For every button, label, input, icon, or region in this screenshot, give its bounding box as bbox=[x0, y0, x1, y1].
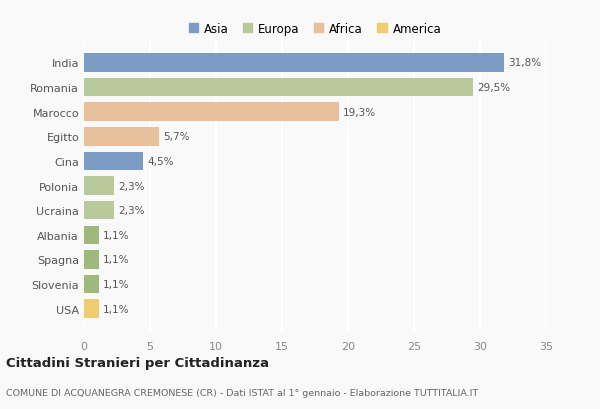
Bar bbox=[84, 177, 115, 196]
Text: 5,7%: 5,7% bbox=[163, 132, 190, 142]
Bar bbox=[84, 275, 98, 294]
Text: 1,1%: 1,1% bbox=[103, 255, 129, 265]
Text: COMUNE DI ACQUANEGRA CREMONESE (CR) - Dati ISTAT al 1° gennaio - Elaborazione TU: COMUNE DI ACQUANEGRA CREMONESE (CR) - Da… bbox=[6, 388, 478, 397]
Bar bbox=[84, 103, 339, 121]
Text: 1,1%: 1,1% bbox=[103, 230, 129, 240]
Text: 1,1%: 1,1% bbox=[103, 279, 129, 289]
Bar bbox=[84, 152, 143, 171]
Bar bbox=[84, 54, 504, 72]
Text: Cittadini Stranieri per Cittadinanza: Cittadini Stranieri per Cittadinanza bbox=[6, 356, 269, 369]
Text: 19,3%: 19,3% bbox=[343, 108, 376, 117]
Bar bbox=[84, 251, 98, 269]
Bar bbox=[84, 226, 98, 245]
Text: 1,1%: 1,1% bbox=[103, 304, 129, 314]
Legend: Asia, Europa, Africa, America: Asia, Europa, Africa, America bbox=[184, 18, 446, 40]
Bar bbox=[84, 300, 98, 318]
Text: 4,5%: 4,5% bbox=[148, 157, 174, 166]
Text: 29,5%: 29,5% bbox=[478, 83, 511, 93]
Text: 2,3%: 2,3% bbox=[118, 206, 145, 216]
Text: 31,8%: 31,8% bbox=[508, 58, 541, 68]
Bar bbox=[84, 128, 159, 146]
Bar bbox=[84, 202, 115, 220]
Bar bbox=[84, 79, 473, 97]
Text: 2,3%: 2,3% bbox=[118, 181, 145, 191]
